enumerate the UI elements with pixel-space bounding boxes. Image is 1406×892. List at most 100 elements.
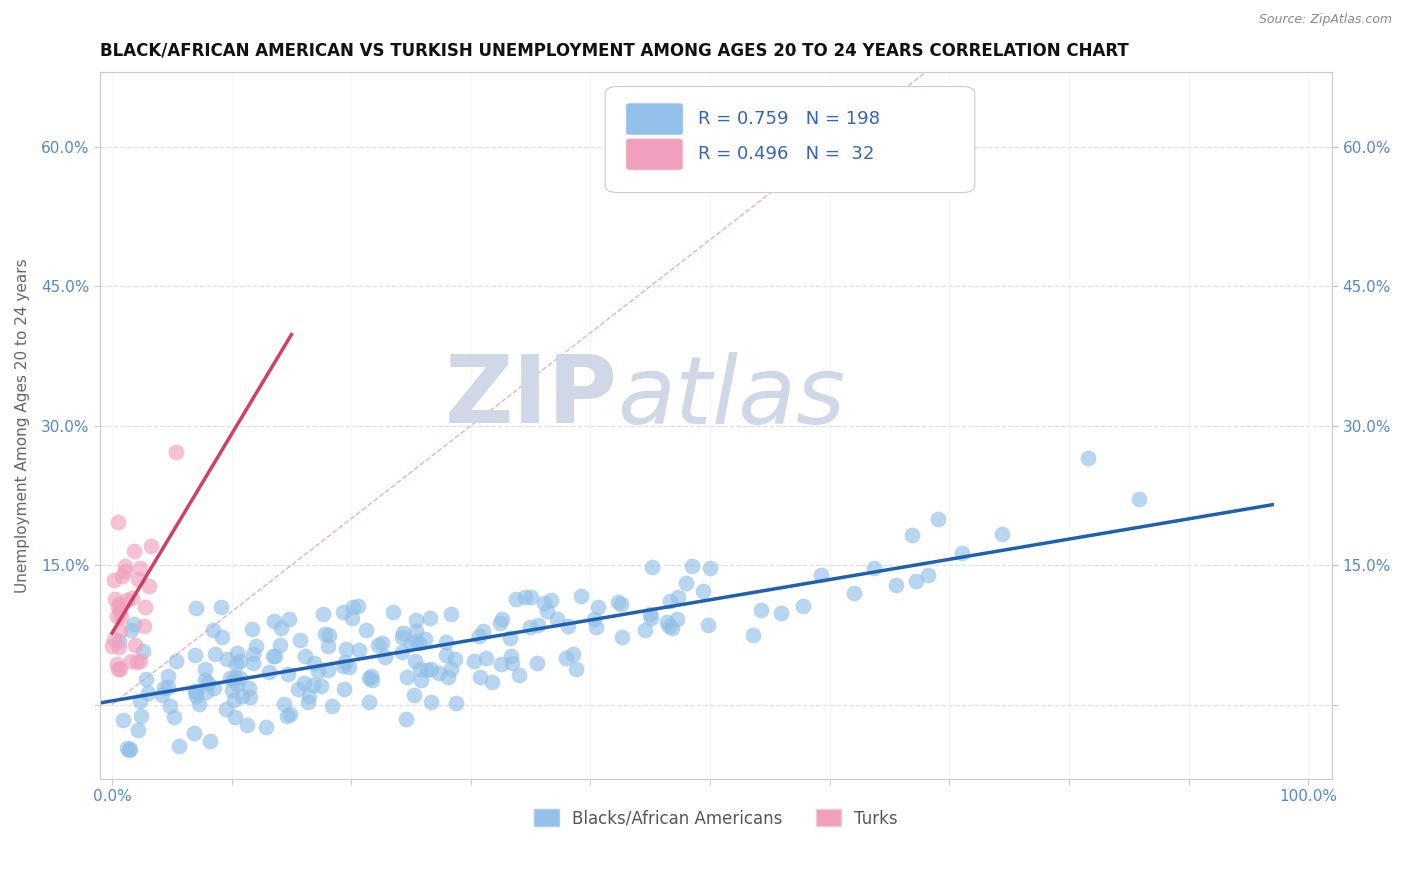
Point	[307, 664, 329, 678]
Point	[110, 603, 132, 617]
Point	[297, 695, 319, 709]
Point	[659, 594, 682, 608]
Point	[692, 584, 714, 599]
Point	[105, 657, 128, 671]
Point	[117, 592, 139, 607]
Point	[287, 681, 309, 696]
Point	[391, 630, 413, 644]
Point	[136, 686, 159, 700]
Point	[298, 689, 321, 703]
Point	[152, 681, 174, 696]
Point	[468, 629, 491, 643]
Point	[499, 649, 522, 664]
Point	[224, 710, 246, 724]
Point	[129, 694, 152, 708]
Point	[641, 560, 664, 574]
Point	[131, 644, 153, 658]
Point	[444, 652, 467, 666]
Point	[277, 666, 299, 681]
Point	[481, 674, 503, 689]
Point	[1077, 450, 1099, 465]
Point	[337, 660, 360, 674]
Point	[294, 649, 316, 664]
Point	[309, 679, 332, 693]
Point	[110, 610, 132, 624]
Point	[409, 673, 432, 688]
Point	[222, 693, 245, 707]
Point	[318, 639, 340, 653]
Point	[215, 701, 238, 715]
Point	[554, 651, 576, 665]
Point	[333, 655, 356, 669]
Point	[245, 639, 267, 653]
Point	[217, 652, 239, 666]
Point	[640, 611, 662, 625]
Point	[110, 624, 132, 639]
Point	[489, 657, 512, 671]
Point	[184, 648, 207, 662]
Point	[150, 688, 173, 702]
Point	[194, 673, 217, 687]
Point	[264, 649, 287, 664]
Point	[792, 599, 814, 614]
Point	[321, 698, 343, 713]
Point	[562, 647, 585, 661]
Text: BLACK/AFRICAN AMERICAN VS TURKISH UNEMPLOYMENT AMONG AGES 20 TO 24 YEARS CORRELA: BLACK/AFRICAN AMERICAN VS TURKISH UNEMPL…	[100, 42, 1129, 60]
Point	[699, 560, 721, 574]
Point	[681, 559, 703, 574]
Point	[194, 662, 217, 676]
Point	[209, 600, 232, 615]
Point	[405, 624, 427, 639]
Point	[292, 676, 315, 690]
Point	[533, 596, 555, 610]
Point	[186, 601, 208, 615]
Point	[586, 599, 609, 614]
Point	[491, 612, 513, 626]
Point	[107, 515, 129, 529]
Point	[658, 619, 681, 633]
Point	[585, 620, 607, 634]
Point	[606, 595, 628, 609]
Point	[108, 662, 131, 676]
Point	[225, 657, 247, 671]
Point	[165, 444, 187, 458]
Point	[408, 663, 430, 677]
Point	[489, 616, 512, 631]
Text: atlas: atlas	[617, 352, 846, 443]
Point	[416, 663, 439, 677]
Point	[357, 671, 380, 685]
Point	[221, 673, 243, 687]
Point	[114, 564, 136, 578]
Point	[427, 665, 450, 680]
Point	[498, 631, 520, 645]
Point	[163, 709, 186, 723]
Point	[131, 708, 153, 723]
Point	[122, 617, 145, 632]
Point	[120, 654, 142, 668]
Point	[139, 539, 162, 553]
Point	[127, 723, 149, 737]
Point	[269, 638, 291, 652]
Point	[270, 620, 292, 634]
Point	[197, 676, 219, 690]
Point	[107, 662, 129, 676]
Point	[118, 741, 141, 756]
Point	[187, 697, 209, 711]
Point	[229, 671, 252, 685]
Point	[360, 669, 382, 683]
Point	[513, 590, 536, 604]
Point	[405, 613, 427, 627]
Point	[186, 689, 208, 703]
Point	[634, 623, 657, 637]
Point	[312, 607, 335, 621]
Point	[226, 646, 249, 660]
Point	[370, 636, 392, 650]
Point	[950, 546, 973, 560]
Point	[107, 597, 129, 611]
Point	[697, 617, 720, 632]
Point	[527, 618, 550, 632]
Point	[884, 578, 907, 592]
Point	[420, 662, 443, 676]
Point	[273, 697, 295, 711]
Point	[242, 656, 264, 670]
